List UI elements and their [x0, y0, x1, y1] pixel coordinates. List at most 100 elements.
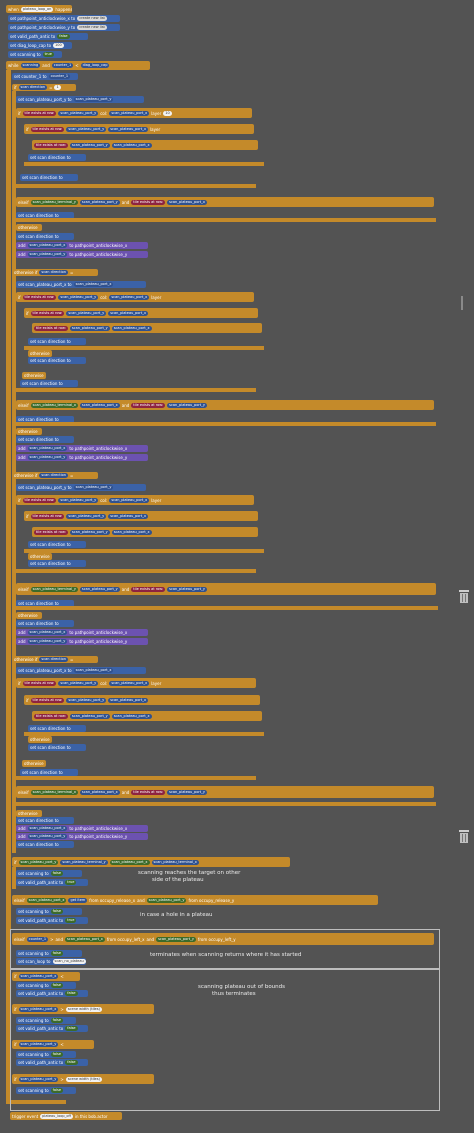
if-tile-exists-block[interactable]: if tile exists at row: scan_plateau_port…: [16, 495, 254, 505]
if-label: if: [18, 497, 21, 503]
set-diag-loop-cap-block[interactable]: set diag_loop_cap to 100: [8, 42, 72, 49]
set-scan-direction-block[interactable]: set scan direction to: [28, 725, 86, 732]
block-label: in this bob.actor: [74, 1113, 108, 1119]
set-scan-direction-block[interactable]: set scan direction to: [16, 233, 74, 240]
elseif-terminal-check-block[interactable]: elseif scan_plateau_terminal_x scan_plat…: [16, 400, 434, 410]
set-scan-direction-block[interactable]: set scan direction to: [16, 841, 74, 848]
elseif-returned-start-block[interactable]: elseif counter_1 > and scan_plateau_port…: [12, 933, 434, 945]
elseif-terminal-check-block[interactable]: elseif scan_plateau_terminal_x scan_plat…: [16, 786, 434, 798]
if-direction-1-block[interactable]: if scan direction = 1: [12, 84, 76, 91]
trigger-event-block[interactable]: trigger event plateau_loop_off in this b…: [10, 1112, 122, 1120]
event-hat-block[interactable]: when plateau_loop_on happens: [6, 5, 72, 13]
if-tile-exists-nested-block[interactable]: if tile exists at row: scan_plateau_port…: [24, 308, 258, 318]
set-valid-false-block[interactable]: set valid_path_antic to false: [16, 1025, 88, 1032]
add-list-x-block[interactable]: add scan_plateau_port_x to pathpoint_ant…: [16, 445, 148, 452]
if-out-of-bounds-y-max-block[interactable]: if scan_plateau_port_y > scene width (ti…: [12, 1074, 154, 1084]
set-anticlockwise-x-block[interactable]: set pathpoint_anticlockwise_x to create …: [8, 15, 120, 22]
if-tile-exists-block[interactable]: if tile exists at row: scan_plateau_port…: [16, 292, 254, 302]
value-field[interactable]: scan_no_plateau: [52, 959, 86, 964]
trash-icon[interactable]: [459, 828, 469, 843]
tile-exists-pill: tile exists at row:: [30, 126, 65, 132]
set-scanning-false-block[interactable]: set scanning to false: [16, 1017, 76, 1024]
if-label: if: [18, 110, 21, 116]
if-tile-exists-inner-block[interactable]: tile exists at row: scan_plateau_port_y …: [32, 140, 258, 150]
set-scan-direction-block[interactable]: set scan direction to: [28, 560, 86, 567]
set-valid-true-block[interactable]: set valid_path_antic to true: [16, 917, 88, 924]
add-list-x-block[interactable]: add scan_plateau_port_x to pathpoint_ant…: [16, 825, 148, 832]
set-scan-direction-block[interactable]: set scan direction to: [16, 436, 74, 443]
set-scan-direction-block[interactable]: set scan direction to: [28, 357, 86, 364]
port-x-pill: scan_plateau_port_x: [109, 859, 150, 865]
set-scan-direction-block[interactable]: set scan direction to: [16, 600, 74, 607]
add-list-y-block[interactable]: add scan_plateau_port_y to pathpoint_ant…: [16, 454, 148, 461]
otherwise-if-direction-2-block[interactable]: otherwise if scan direction =: [12, 269, 98, 276]
set-scanning-false-block[interactable]: set scanning to false: [16, 1087, 76, 1094]
if-tile-exists-nested-block[interactable]: if tile exists at row: scan_plateau_port…: [24, 695, 260, 705]
set-scanning-false-block[interactable]: set scanning to false: [16, 908, 82, 915]
add-list-x-block[interactable]: add scan_plateau_port_x to pathpoint_ant…: [16, 629, 148, 636]
set-scanning-false-block[interactable]: set scanning to false: [16, 950, 82, 957]
set-scan-direction-block[interactable]: set scan direction to: [20, 380, 78, 387]
if-tile-exists-inner-block[interactable]: tile exists at row: scan_plateau_port_y …: [32, 711, 262, 721]
elseif-terminal-check-block[interactable]: elseif scan_plateau_terminal_y scan_plat…: [16, 583, 436, 595]
set-scan-direction-block[interactable]: set scan direction to: [16, 416, 74, 423]
set-valid-false-block[interactable]: set valid_path_antic to false: [16, 990, 88, 997]
if-tile-exists-block[interactable]: if tile exists at row: scan_plateau_port…: [16, 108, 252, 118]
layer-field[interactable]: 10: [163, 110, 172, 116]
add-list-y-block[interactable]: add scan_plateau_port_y to pathpoint_ant…: [16, 833, 148, 840]
otherwise-if-direction-4-block[interactable]: otherwise if scan direction =: [12, 656, 98, 663]
set-scan-loop-block[interactable]: set scan_loop to scan_no_plateau: [16, 958, 86, 965]
set-scanning-false-block[interactable]: set scanning to false: [16, 870, 82, 877]
set-scan-direction-block[interactable]: set scan direction to: [28, 541, 86, 548]
cap-value-field[interactable]: 100: [53, 43, 64, 48]
if-reached-terminal-block[interactable]: if scan_plateau_port_y scan_plateau_term…: [12, 857, 290, 867]
event-value-field[interactable]: plateau_loop_on: [20, 6, 54, 12]
if-out-of-bounds-x-block[interactable]: if scan_plateau_port_x <: [12, 972, 80, 981]
event-value-field[interactable]: plateau_loop_off: [40, 1113, 73, 1119]
set-scanning-false-block[interactable]: set scanning to false: [16, 1051, 76, 1058]
set-valid-path-block[interactable]: set valid_path_antic to false: [8, 33, 88, 40]
set-scan-direction-block[interactable]: set scan direction to: [28, 744, 86, 751]
add-list-y-block[interactable]: add scan_plateau_port_y to pathpoint_ant…: [16, 251, 148, 258]
otherwise-label-block: otherwise: [16, 428, 42, 435]
set-scan-direction-block[interactable]: set scan direction to: [16, 620, 74, 627]
if-out-of-bounds-x-max-block[interactable]: if scan_plateau_port_x > scene width (ti…: [12, 1004, 154, 1014]
set-counter-block[interactable]: set counter_1 to counter_1: [12, 73, 78, 80]
set-port-y-block[interactable]: set scan_plateau_port_y to scan_plateau_…: [16, 484, 146, 491]
otherwise-if-direction-3-block[interactable]: otherwise if scan direction =: [12, 472, 98, 479]
elseif-terminal-check-block[interactable]: elseif scan_plateau_terminal_y scan_plat…: [16, 197, 434, 207]
if-tile-exists-nested-block[interactable]: if tile exists at row: scan_plateau_port…: [24, 124, 254, 134]
add-list-y-block[interactable]: add scan_plateau_port_y to pathpoint_ant…: [16, 638, 148, 645]
elseif-hole-check-block[interactable]: elseif scan_plateau_port_x get item from…: [12, 895, 378, 905]
set-port-x-block[interactable]: set scan_plateau_port_x to scan_plateau_…: [16, 667, 146, 674]
set-scan-direction-block[interactable]: set scan direction to: [28, 338, 86, 345]
get-item-pill: get item: [68, 897, 88, 903]
set-scan-direction-block[interactable]: set scan direction to: [16, 212, 74, 219]
while-loop-block[interactable]: while scanning and counter_1 < diag_loop…: [6, 61, 150, 70]
trash-icon[interactable]: [459, 588, 469, 603]
set-valid-false-block[interactable]: set valid_path_antic to false: [16, 1059, 88, 1066]
if-tile-exists-block[interactable]: if tile exists at row: scan_plateau_port…: [16, 678, 256, 688]
set-valid-true-block[interactable]: set valid_path_antic to true: [16, 879, 88, 886]
add-list-x-block[interactable]: add scan_plateau_port_x to pathpoint_ant…: [16, 242, 148, 249]
if-tile-exists-nested-block[interactable]: if tile exists at row: scan_plateau_port…: [24, 511, 258, 521]
block-label: set scanning to: [18, 909, 49, 914]
port-y-pill: scan_plateau_port_y: [79, 199, 120, 205]
set-scanning-false-block[interactable]: set scanning to false: [16, 982, 76, 989]
if-out-of-bounds-y-block[interactable]: if scan_plateau_port_y <: [12, 1040, 94, 1049]
set-scan-direction-block[interactable]: set scan direction to: [16, 817, 74, 824]
set-scan-direction-block[interactable]: set scan direction to: [28, 154, 86, 161]
if-tile-exists-inner-block[interactable]: tile exists at row: scan_plateau_port_y …: [32, 323, 262, 333]
set-port-x-block[interactable]: set scan_plateau_port_x to scan_plateau_…: [16, 281, 146, 288]
block-label: set scan direction to: [18, 621, 59, 626]
set-scan-direction-block[interactable]: set scan direction to: [20, 769, 78, 776]
block-label: set scanning to: [18, 1018, 49, 1023]
set-scanning-block[interactable]: set scanning to true: [8, 51, 62, 58]
set-port-y-block[interactable]: set scan_plateau_port_y to scan_plateau_…: [16, 96, 144, 103]
scrollbar-handle-icon[interactable]: [461, 296, 463, 310]
if-tile-exists-inner-block[interactable]: tile exists at row: scan_plateau_port_y …: [32, 527, 258, 537]
set-scan-direction-block[interactable]: set scan direction to: [20, 174, 78, 181]
value-field[interactable]: 1: [54, 85, 61, 90]
set-anticlockwise-y-block[interactable]: set pathpoint_anticlockwise_y to create …: [8, 24, 120, 31]
